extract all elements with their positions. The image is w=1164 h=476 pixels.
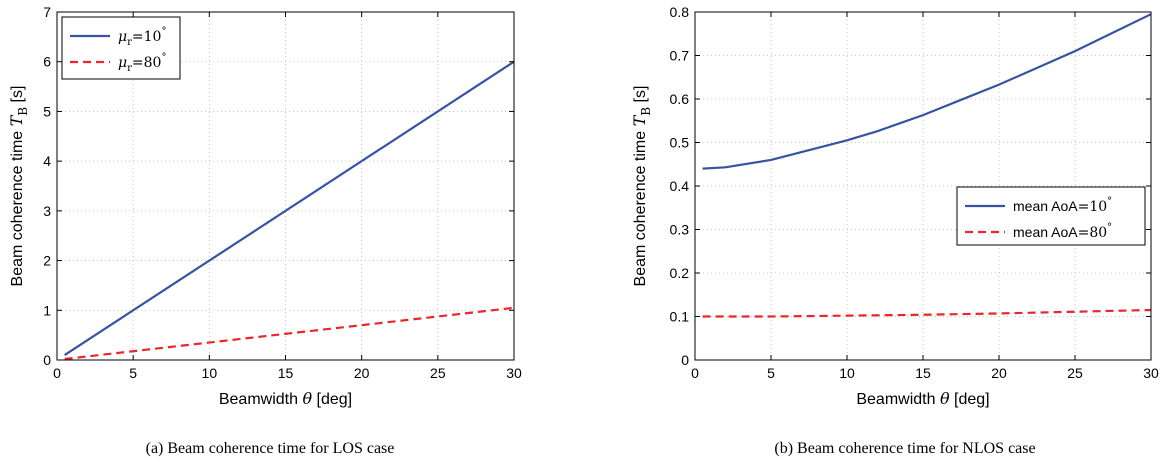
- legend-main: mean AoA: [1013, 198, 1078, 214]
- x-tick-label: 20: [991, 365, 1007, 381]
- legend-value: =10: [132, 29, 162, 45]
- y-tick-label: 6: [43, 54, 51, 70]
- legend-label-2: mean AoA=80°: [1013, 222, 1112, 241]
- y-tick-label: 1: [43, 302, 51, 318]
- y-tick-label: 3: [43, 203, 51, 219]
- legend-sub: r: [127, 63, 132, 74]
- x-axis-title-part: [deg]: [950, 391, 990, 408]
- y-tick-label: 0: [43, 352, 51, 368]
- legend-degree: °: [1107, 222, 1112, 233]
- x-tick-label: 30: [1143, 365, 1159, 381]
- x-tick-label: 30: [506, 365, 522, 381]
- legend-label-1: μr=10°: [118, 26, 166, 48]
- legend-box: [956, 186, 1146, 246]
- legend-main: μ: [118, 55, 127, 71]
- x-tick-label: 0: [691, 365, 699, 381]
- x-tick-label: 15: [915, 365, 931, 381]
- series-line-2: [702, 308, 1152, 318]
- legend: μr=10°μr=80°: [61, 16, 181, 80]
- series-line-1: [64, 60, 515, 356]
- y-tick-label: 0.1: [670, 309, 690, 325]
- x-axis-title: Beamwidth θ [deg]: [856, 389, 989, 408]
- x-tick-label: 25: [430, 365, 446, 381]
- x-tick-label: 10: [202, 365, 218, 381]
- y-tick-label: 0.2: [670, 265, 690, 281]
- x-axis-title: Beamwidth θ [deg]: [219, 389, 352, 408]
- y-tick-label: 0.8: [670, 4, 690, 20]
- y-tick-label: 5: [43, 103, 51, 119]
- legend: mean AoA=10°mean AoA=80°: [956, 186, 1146, 246]
- legend-label-2: μr=80°: [118, 52, 166, 74]
- caption-a: (a) Beam coherence time for LOS case: [145, 440, 395, 457]
- y-axis-title-part: [s]: [632, 86, 649, 107]
- x-axis-title-part: Beamwidth: [219, 391, 303, 408]
- y-axis-title-part: [s]: [9, 86, 26, 107]
- y-axis-title-T: T: [7, 114, 26, 126]
- y-axis-title: Beam coherence time TB [s]: [630, 86, 653, 287]
- legend-value: =80: [1078, 225, 1108, 241]
- y-tick-label: 0.7: [670, 48, 690, 64]
- x-axis-title-part: Beamwidth: [856, 391, 940, 408]
- y-tick-label: 0.6: [670, 91, 690, 107]
- legend-degree: °: [1107, 196, 1112, 207]
- y-tick-label: 0: [681, 352, 689, 368]
- legend-box: [61, 16, 181, 80]
- x-axis-title-part: [deg]: [312, 391, 352, 408]
- legend-label-1: mean AoA=10°: [1013, 196, 1112, 215]
- y-axis-title-T: T: [630, 114, 649, 126]
- x-tick-label: 25: [1067, 365, 1083, 381]
- legend-main: mean AoA: [1013, 224, 1078, 240]
- series-line-2: [64, 306, 515, 361]
- y-axis-title-sub: B: [16, 107, 30, 116]
- y-axis-title-part: Beam coherence time: [632, 126, 649, 286]
- x-tick-label: 0: [53, 365, 61, 381]
- y-tick-label: 0.3: [670, 222, 690, 238]
- x-tick-label: 15: [278, 365, 294, 381]
- y-axis-title-sub: B: [639, 107, 653, 116]
- legend-sub: r: [127, 37, 132, 48]
- x-axis-title-theta: θ: [940, 389, 950, 408]
- series-line-1: [702, 13, 1152, 170]
- y-axis-title: Beam coherence time TB [s]: [7, 86, 30, 287]
- y-axis-title-part: Beam coherence time: [9, 126, 26, 286]
- x-tick-label: 20: [354, 365, 370, 381]
- legend-degree: °: [161, 52, 166, 63]
- x-axis-title-theta: θ: [302, 389, 312, 408]
- x-tick-label: 5: [767, 365, 775, 381]
- y-tick-label: 2: [43, 253, 51, 269]
- caption-b: (b) Beam coherence time for NLOS case: [774, 440, 1036, 457]
- y-tick-label: 0.4: [670, 178, 690, 194]
- y-tick-label: 0.5: [670, 135, 690, 151]
- x-tick-label: 10: [839, 365, 855, 381]
- legend-main: μ: [118, 29, 127, 45]
- legend-value: =10: [1078, 199, 1108, 215]
- legend-value: =80: [132, 55, 162, 71]
- chart-panel-b: 0 5 10 15 20 25 30 0 0.1 0.2 0.3 0.4 0.5 0.6 0.7 0.8 Bea…: [630, 4, 1159, 408]
- y-tick-label: 4: [43, 153, 51, 169]
- legend-degree: °: [161, 26, 166, 37]
- x-tick-label: 5: [129, 365, 137, 381]
- y-tick-label: 7: [43, 4, 51, 20]
